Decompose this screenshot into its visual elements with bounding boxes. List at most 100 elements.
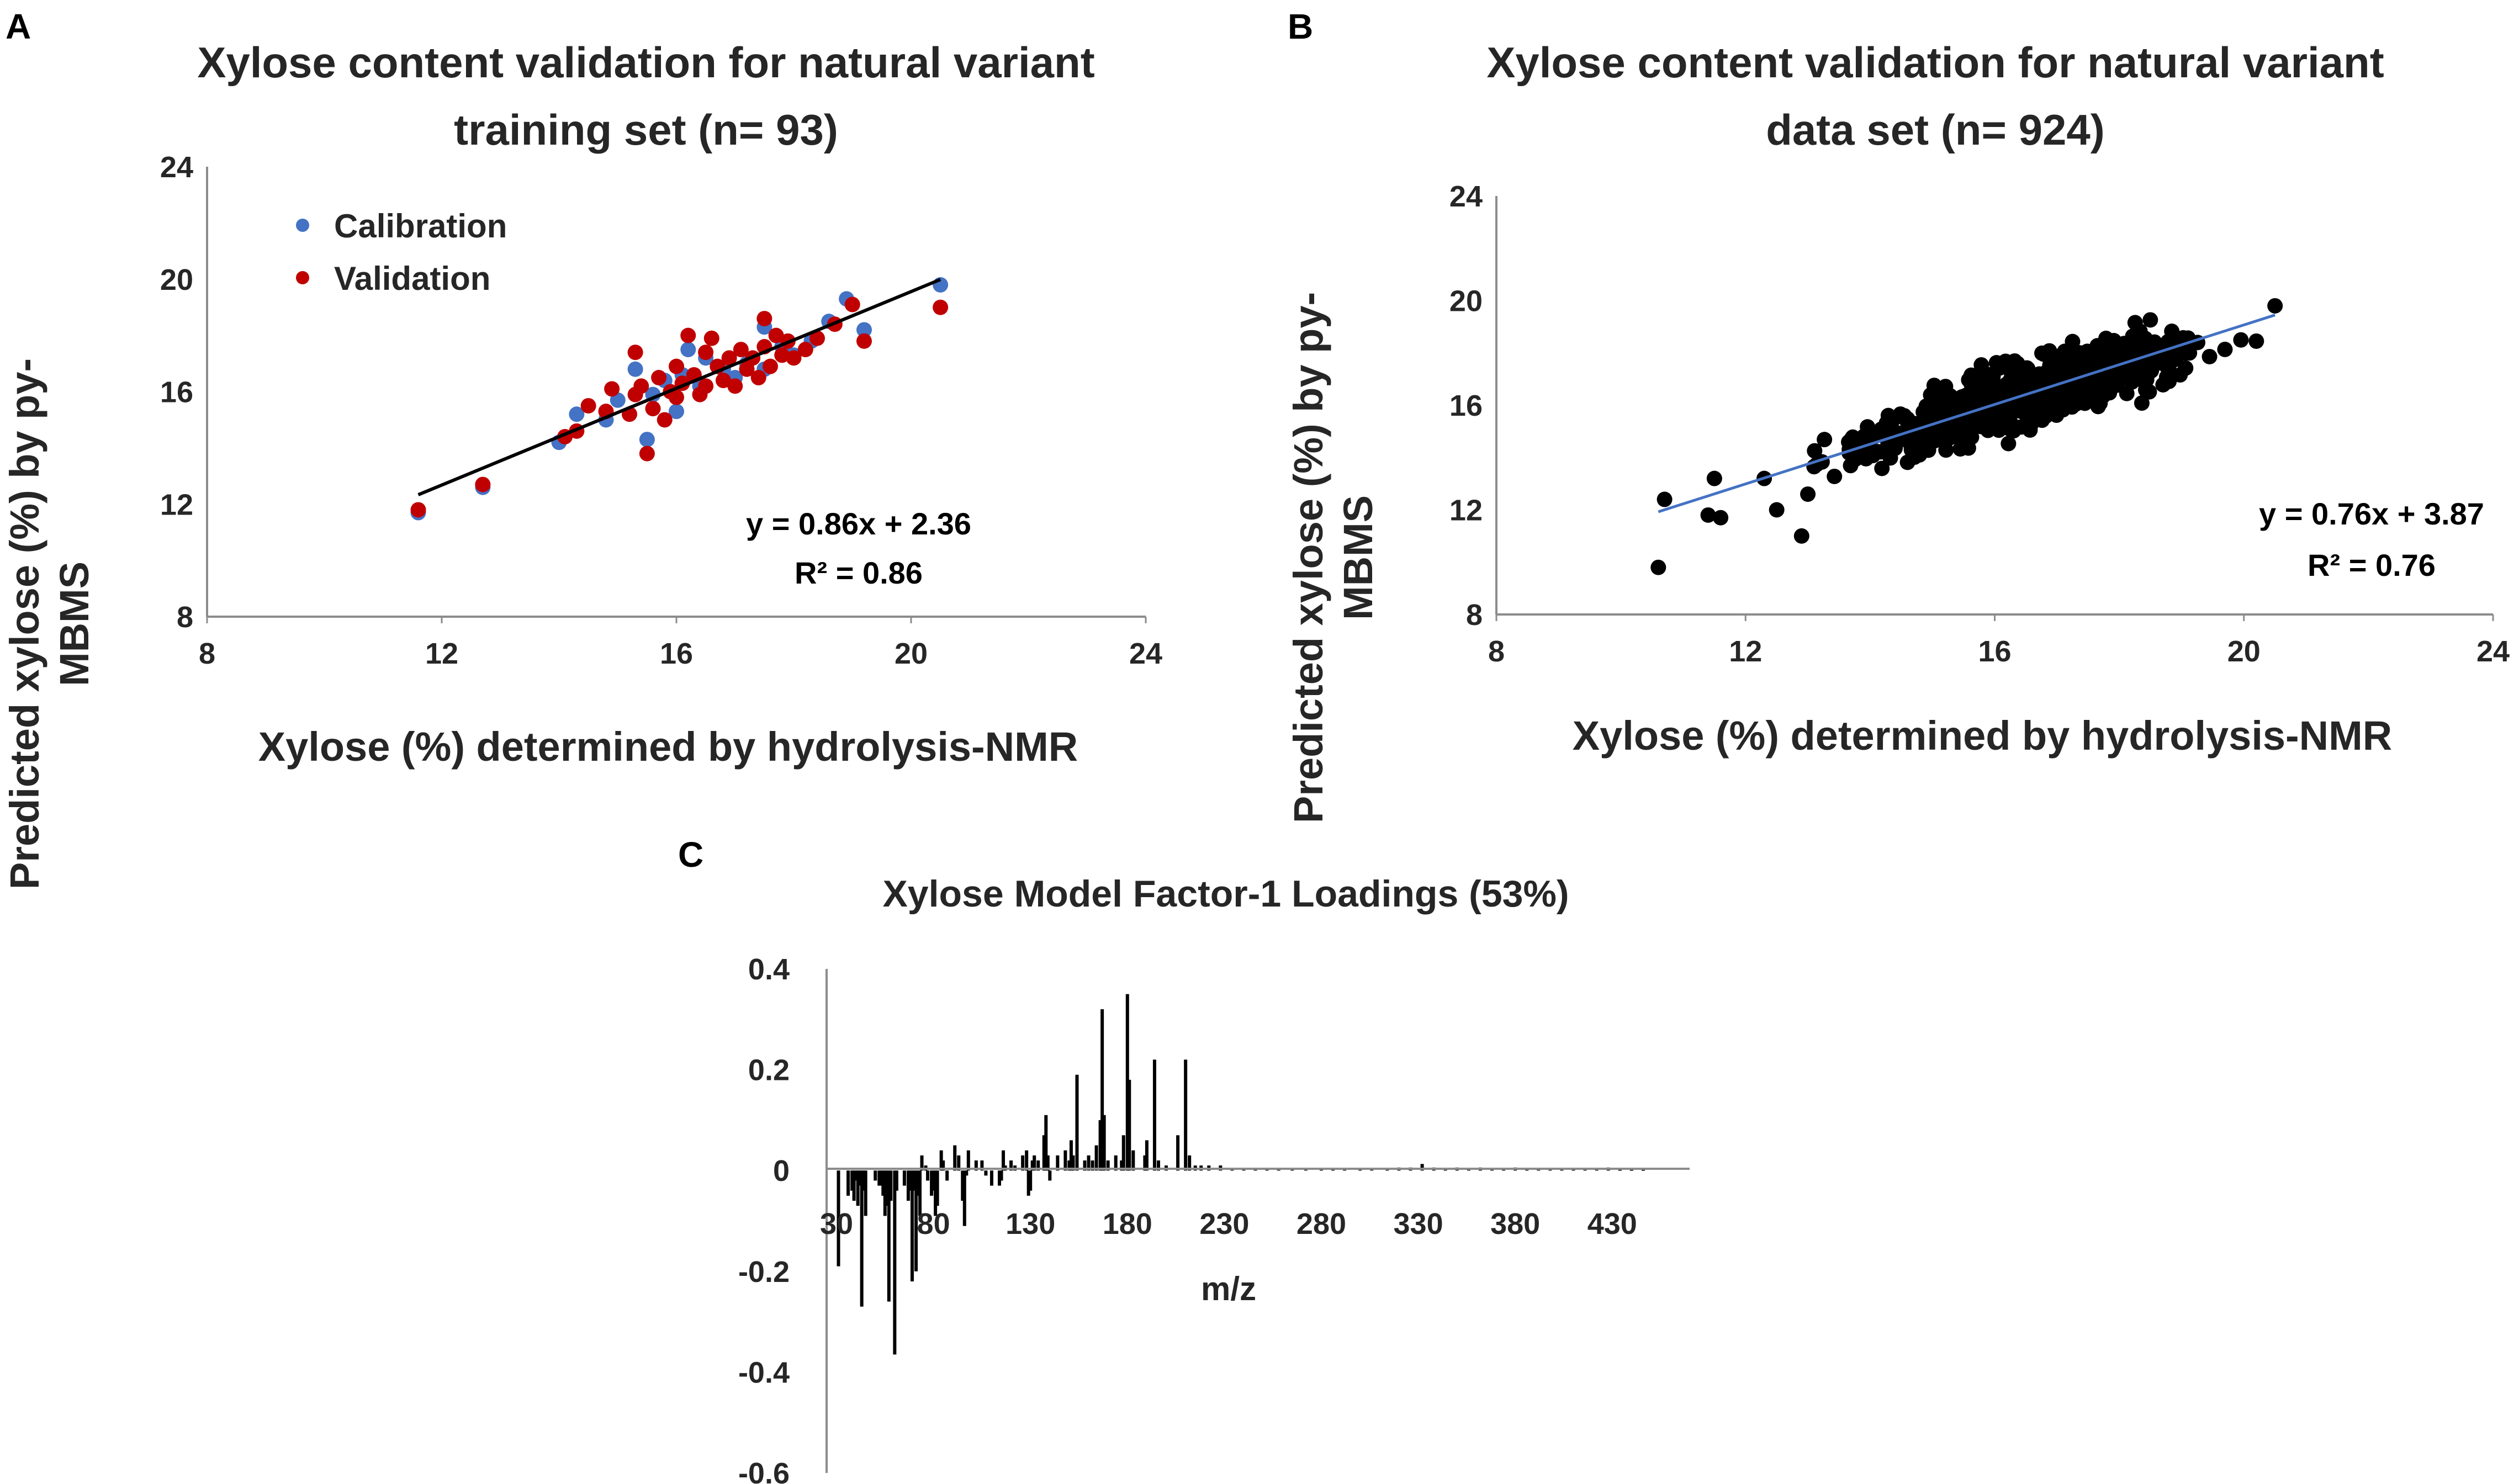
data-point [2248,333,2264,349]
data-point [1965,396,1981,412]
loading-bar [1100,1009,1104,1171]
loading-bar [1106,1160,1110,1171]
data-point [1650,559,1666,575]
loading-bar [858,1170,862,1186]
c-x-tick-label: 180 [1103,1207,1152,1241]
loading-bar [1046,1155,1050,1171]
loading-bar [912,1170,916,1191]
chart-a-ylabel-line1: Predicted xylose (%) by py- [2,358,47,889]
c-x-tick-label: 30 [820,1207,853,1241]
loading-bar [846,1170,850,1196]
loading-bar [1143,1155,1147,1171]
validation-point [698,344,714,361]
a-y-tick-label: 16 [160,376,193,409]
data-point [2034,394,2050,410]
data-point [1943,417,1959,433]
loading-bar [1094,1145,1098,1171]
validation-point [797,342,813,358]
legend-calibration-marker [296,219,309,232]
data-point [1926,378,1942,394]
loading-bar [939,1150,943,1171]
loading-bar [953,1145,957,1171]
c-x-tick-label: 280 [1296,1207,1346,1241]
loading-bar [1114,1155,1118,1171]
validation-point [633,378,649,394]
b-y-tick-label: 8 [1466,598,1483,632]
data-point [1856,428,1872,444]
loading-bar [854,1170,858,1181]
loading-bar [1044,1115,1048,1171]
loading-bar [1083,1160,1087,1171]
validation-point [475,476,491,492]
c-y-tick-label: -0.2 [738,1255,790,1289]
loading-bar [1042,1135,1046,1171]
loading-bar [934,1170,938,1216]
chart-c-xlabel: m/z [1201,1270,1256,1307]
validation-point [844,296,860,312]
data-point [1858,451,1874,467]
panel-label-a: A [6,7,31,46]
chart-b-r2: R² = 0.76 [2308,548,2436,582]
loading-bar [989,1170,993,1186]
loading-bar [1121,1135,1125,1171]
validation-point [410,502,426,518]
loading-bar [941,1160,945,1171]
loading-bar [1176,1135,1180,1171]
loading-bar [1029,1170,1033,1191]
loading-bar [926,1170,930,1181]
b-y-tick-label: 12 [1449,494,1483,527]
chart-b-ylabel-line1: Predicted xylose (%) by py- [1285,292,1331,823]
validation-point [703,330,719,346]
c-y-tick-label: 0.4 [748,953,790,986]
validation-point [651,370,667,386]
data-point [1966,383,1982,399]
loading-bar [902,1170,906,1186]
validation-point [856,333,872,349]
loading-bar [1087,1155,1091,1171]
chart-b-trendline [1658,314,2275,513]
data-point [2142,312,2158,328]
loading-bar [860,1170,864,1307]
loading-bar [1025,1150,1029,1171]
loading-bar [893,1170,897,1355]
c-x-tick-label: 130 [1006,1207,1055,1241]
validation-point [645,401,661,417]
data-point [1920,442,1936,458]
loading-bar [962,1170,966,1226]
loading-bar [850,1170,854,1191]
loading-bar [852,1170,856,1201]
loading-bar [1009,1160,1013,1171]
chart-a-title-line2: training set (n= 93) [454,105,838,154]
a-y-tick-label: 8 [177,601,193,634]
loading-bar [1069,1140,1073,1171]
loading-bar [1128,1079,1131,1171]
chart-b-title-line2: data set (n= 924) [1766,105,2104,154]
legend-validation-label: Validation [334,260,490,297]
validation-point [727,378,743,394]
validation-point [786,350,802,366]
b-x-tick-label: 8 [1488,635,1505,668]
data-point [1841,434,1857,450]
a-x-tick-label: 20 [895,637,928,670]
loading-bar [914,1170,918,1271]
loading-bar [974,1160,978,1171]
loading-bar [935,1170,939,1206]
validation-point [639,446,655,462]
c-x-tick-label: 330 [1394,1207,1443,1241]
loading-bar [1075,1074,1079,1171]
data-point [1700,507,1716,523]
chart-a: Xylose content validation for natural va… [2,38,1162,889]
data-point [1874,460,1890,476]
data-point [2267,298,2283,314]
calibration-point [680,342,696,358]
b-x-tick-label: 12 [1729,635,1762,668]
chart-a-equation: y = 0.86x + 2.36 [746,506,971,541]
data-point [1817,432,1833,448]
validation-point [580,398,596,414]
data-point [1827,468,1843,484]
loading-bar [1071,1155,1075,1171]
loading-bar [1021,1155,1025,1171]
validation-point [627,344,643,361]
data-point [1988,355,2004,371]
data-point [1954,434,1970,450]
